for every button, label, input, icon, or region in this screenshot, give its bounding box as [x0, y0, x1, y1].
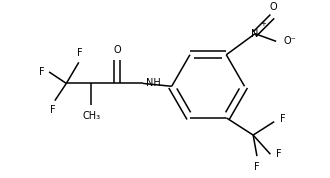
Text: F: F	[280, 114, 285, 124]
Text: +: +	[260, 21, 266, 27]
Text: F: F	[39, 67, 44, 77]
Text: O: O	[113, 45, 121, 55]
Text: F: F	[254, 162, 260, 172]
Text: O⁻: O⁻	[284, 36, 297, 46]
Text: F: F	[50, 105, 56, 116]
Text: F: F	[276, 149, 282, 159]
Text: N: N	[251, 29, 259, 39]
Text: NH: NH	[146, 78, 161, 88]
Text: CH₃: CH₃	[82, 111, 100, 121]
Text: F: F	[77, 48, 82, 57]
Text: O: O	[270, 2, 277, 12]
